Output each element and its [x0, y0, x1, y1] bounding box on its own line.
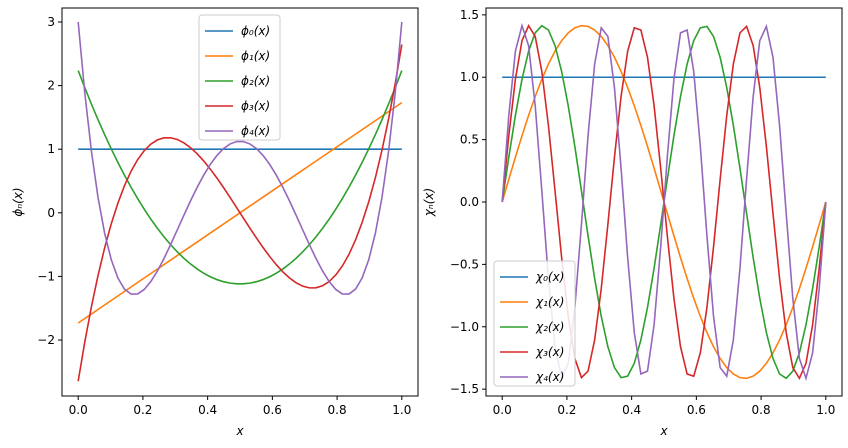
legend-label-0: χ₀(x)	[535, 270, 564, 284]
series-group	[77, 21, 403, 382]
y-tick-label: 1.5	[460, 8, 479, 22]
series-line-2	[77, 70, 403, 285]
x-axis-label: x	[659, 424, 668, 438]
legend-label-2: ϕ₂(x)	[241, 74, 270, 88]
legend-box	[493, 260, 576, 387]
x-tick-label: 0.6	[687, 403, 706, 417]
legend: ϕ₀(x) ϕ₁(x) ϕ₂(x) ϕ₃(x) ϕ₄(x)	[198, 14, 281, 141]
y-tick-label: −1	[37, 269, 55, 283]
x-tick-label: 0.8	[752, 403, 771, 417]
y-axis-label: ϕₙ(x)	[11, 187, 25, 216]
y-tick-label: 1	[47, 142, 55, 156]
x-tick-label: 0.8	[328, 403, 347, 417]
y-tick-label: 0.5	[460, 133, 479, 147]
x-tick-label: 0.0	[69, 403, 88, 417]
y-tick-label: 3	[47, 15, 55, 29]
y-tick-label: 1.0	[460, 70, 479, 84]
x-tick-label: 0.4	[198, 403, 217, 417]
legend-label-0: ϕ₀(x)	[241, 24, 270, 38]
y-tick-label: 0.0	[460, 195, 479, 209]
series-line-3	[77, 44, 403, 382]
y-tick-label: −2	[37, 333, 55, 347]
legend-label-1: χ₁(x)	[535, 295, 564, 309]
legend-label-4: ϕ₄(x)	[241, 124, 270, 138]
legend-label-2: χ₂(x)	[535, 320, 564, 334]
y-tick-label: −0.5	[450, 257, 479, 271]
legend-box	[198, 14, 281, 141]
x-tick-label: 0.2	[133, 403, 152, 417]
legend-label-1: ϕ₁(x)	[241, 49, 270, 63]
x-tick-label: 0.4	[622, 403, 641, 417]
x-tick-label: 0.6	[263, 403, 282, 417]
x-tick-label: 1.0	[816, 403, 835, 417]
legend-label-3: ϕ₃(x)	[241, 99, 270, 113]
y-tick-label: 2	[47, 79, 55, 93]
legend-label-4: χ₄(x)	[535, 370, 564, 384]
legend: χ₀(x) χ₁(x) χ₂(x) χ₃(x) χ₄(x)	[493, 260, 576, 387]
left-chart-panel: 0.0 0.2 0.4 0.6 0.8 1.0 −2 −1 0 1 2 3 x ϕₙ(x) ϕ₀(x) ϕ₁(…	[11, 7, 419, 438]
y-axis-label: χₙ(x)	[422, 188, 436, 217]
x-tick-label: 0.0	[493, 403, 512, 417]
y-tick-label: −1.0	[450, 320, 479, 334]
x-tick-label: 1.0	[392, 403, 411, 417]
x-tick-label: 0.2	[557, 403, 576, 417]
y-tick-label: 0	[47, 206, 55, 220]
x-axis-label: x	[235, 424, 244, 438]
legend-label-3: χ₃(x)	[535, 345, 564, 359]
series-line-4	[77, 21, 403, 295]
y-tick-label: −1.5	[450, 382, 479, 396]
right-chart-panel: 0.0 0.2 0.4 0.6 0.8 1.0 −1.5 −1.0 −0.5 0.0 0.5 1.0 1…	[422, 7, 843, 438]
